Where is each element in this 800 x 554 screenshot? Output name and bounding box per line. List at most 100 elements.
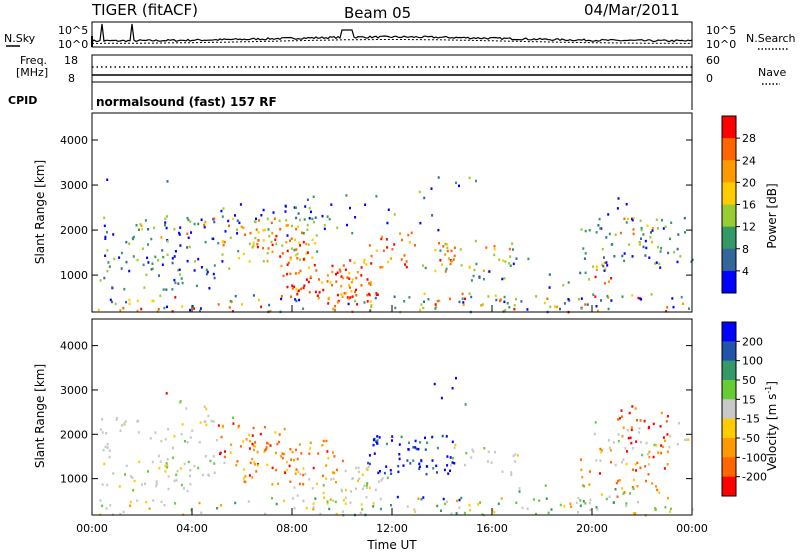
data-cell	[286, 285, 289, 289]
data-cell	[306, 251, 309, 254]
data-cell	[625, 502, 628, 505]
data-cell	[510, 473, 513, 477]
data-cell	[306, 223, 309, 227]
data-cell	[173, 435, 176, 438]
data-cell	[116, 416, 119, 420]
data-cell	[688, 307, 690, 310]
data-cell	[493, 253, 496, 257]
data-cell	[460, 264, 463, 267]
data-cell	[294, 254, 297, 257]
data-cell	[285, 224, 288, 227]
data-cell	[336, 293, 339, 297]
data-cell	[289, 272, 292, 276]
data-cell	[579, 499, 582, 502]
data-cell	[535, 512, 537, 516]
data-cell	[603, 269, 606, 272]
data-cell	[291, 284, 294, 287]
data-cell	[263, 450, 266, 453]
data-cell	[135, 224, 138, 227]
data-cell	[567, 281, 570, 284]
data-cell	[342, 276, 345, 280]
data-cell	[468, 176, 471, 180]
data-cell	[412, 446, 415, 449]
data-cell	[154, 255, 157, 259]
data-cell	[455, 181, 457, 185]
data-cell	[341, 510, 344, 513]
data-cell	[425, 472, 428, 476]
freq-label-1: Freq.	[20, 54, 47, 67]
velocity-panel: 1000 2000 3000 4000 00:00 04:00 08:00 12:00 16:…	[33, 318, 779, 552]
data-cell	[239, 203, 242, 206]
data-cell	[297, 212, 300, 215]
data-cell	[563, 302, 566, 305]
data-cell	[330, 203, 333, 206]
data-cell	[186, 441, 189, 444]
data-cell	[349, 286, 351, 289]
data-cell	[323, 227, 326, 231]
data-cell	[351, 477, 354, 480]
data-cell	[171, 257, 174, 260]
data-cell	[205, 268, 208, 272]
data-cell	[326, 502, 329, 505]
data-cell	[335, 468, 338, 472]
data-cell	[260, 305, 263, 309]
data-cell	[632, 511, 635, 515]
data-cell	[601, 263, 604, 266]
data-cell	[632, 478, 635, 482]
cpid-label: CPID	[8, 94, 37, 107]
data-cell	[311, 238, 314, 241]
colorbar-frame	[721, 321, 737, 497]
data-cell	[403, 254, 406, 257]
data-cell	[236, 460, 239, 463]
data-cell	[203, 223, 206, 227]
data-cell	[248, 447, 251, 450]
data-cell	[385, 442, 388, 446]
data-cell	[252, 294, 255, 297]
data-cell	[621, 254, 624, 258]
data-cell	[338, 268, 341, 271]
data-cell	[268, 303, 271, 307]
noise-right-tick-high: 10^5	[706, 24, 736, 37]
data-cell	[252, 241, 255, 244]
data-cell	[415, 447, 418, 451]
data-cell	[321, 214, 324, 218]
data-cell	[251, 476, 254, 479]
data-cell	[213, 217, 216, 220]
data-cell	[335, 481, 337, 484]
data-cell	[178, 233, 181, 236]
data-cell	[128, 242, 131, 245]
data-cell	[335, 273, 337, 276]
data-cell	[348, 271, 351, 275]
data-cell	[501, 277, 504, 281]
data-cell	[509, 255, 512, 258]
data-cell	[503, 300, 506, 304]
data-cell	[272, 211, 275, 214]
data-cell	[424, 266, 427, 270]
colorbar-tick-label: 15	[742, 393, 756, 406]
data-cell	[355, 294, 358, 297]
data-cell	[376, 435, 379, 438]
data-cell	[308, 207, 311, 210]
data-cell	[281, 252, 284, 255]
data-cell	[323, 223, 326, 227]
x-tick-label: 00:00	[676, 522, 708, 535]
data-cell	[320, 281, 323, 284]
data-cell	[636, 461, 639, 465]
data-cell	[160, 500, 163, 503]
data-cell	[370, 304, 373, 307]
data-cell	[456, 499, 458, 503]
data-cell	[251, 442, 254, 446]
data-cell	[455, 376, 457, 380]
data-cell	[322, 491, 325, 495]
data-cell	[588, 470, 591, 473]
data-cell	[329, 498, 332, 501]
data-cell	[162, 288, 165, 291]
data-cell	[328, 507, 331, 511]
data-cell	[654, 262, 657, 265]
data-cell	[634, 512, 637, 515]
data-cell	[308, 266, 311, 269]
data-cell	[133, 479, 136, 483]
data-cell	[322, 288, 325, 292]
data-cell	[645, 479, 648, 483]
data-cell	[660, 411, 663, 415]
